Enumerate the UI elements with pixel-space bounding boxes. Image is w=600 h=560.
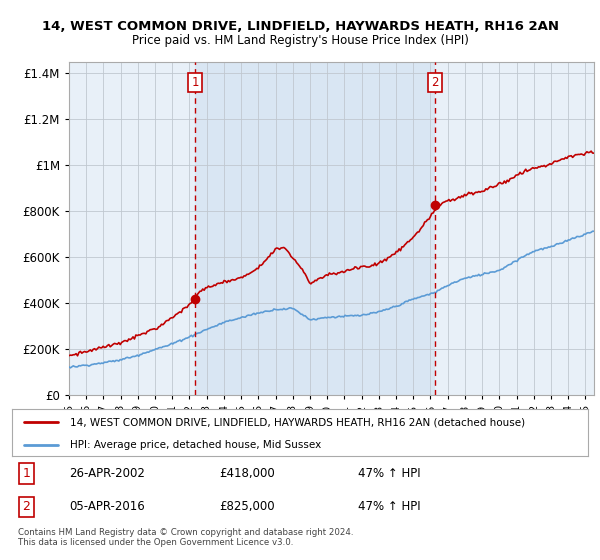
Text: 47% ↑ HPI: 47% ↑ HPI (358, 500, 420, 514)
Text: £418,000: £418,000 (220, 467, 275, 480)
Text: Contains HM Land Registry data © Crown copyright and database right 2024.: Contains HM Land Registry data © Crown c… (18, 528, 353, 536)
Text: 2: 2 (22, 500, 31, 514)
Text: 2: 2 (431, 76, 439, 89)
Text: 05-APR-2016: 05-APR-2016 (70, 500, 145, 514)
Text: HPI: Average price, detached house, Mid Sussex: HPI: Average price, detached house, Mid … (70, 440, 321, 450)
Text: 26-APR-2002: 26-APR-2002 (70, 467, 145, 480)
Text: This data is licensed under the Open Government Licence v3.0.: This data is licensed under the Open Gov… (18, 538, 293, 547)
Text: Price paid vs. HM Land Registry's House Price Index (HPI): Price paid vs. HM Land Registry's House … (131, 34, 469, 46)
Text: 47% ↑ HPI: 47% ↑ HPI (358, 467, 420, 480)
Text: £825,000: £825,000 (220, 500, 275, 514)
Text: 1: 1 (191, 76, 199, 89)
Text: 1: 1 (22, 467, 31, 480)
Text: 14, WEST COMMON DRIVE, LINDFIELD, HAYWARDS HEATH, RH16 2AN (detached house): 14, WEST COMMON DRIVE, LINDFIELD, HAYWAR… (70, 417, 525, 427)
Bar (195, 62, 435, 395)
Text: 14, WEST COMMON DRIVE, LINDFIELD, HAYWARDS HEATH, RH16 2AN: 14, WEST COMMON DRIVE, LINDFIELD, HAYWAR… (41, 20, 559, 32)
